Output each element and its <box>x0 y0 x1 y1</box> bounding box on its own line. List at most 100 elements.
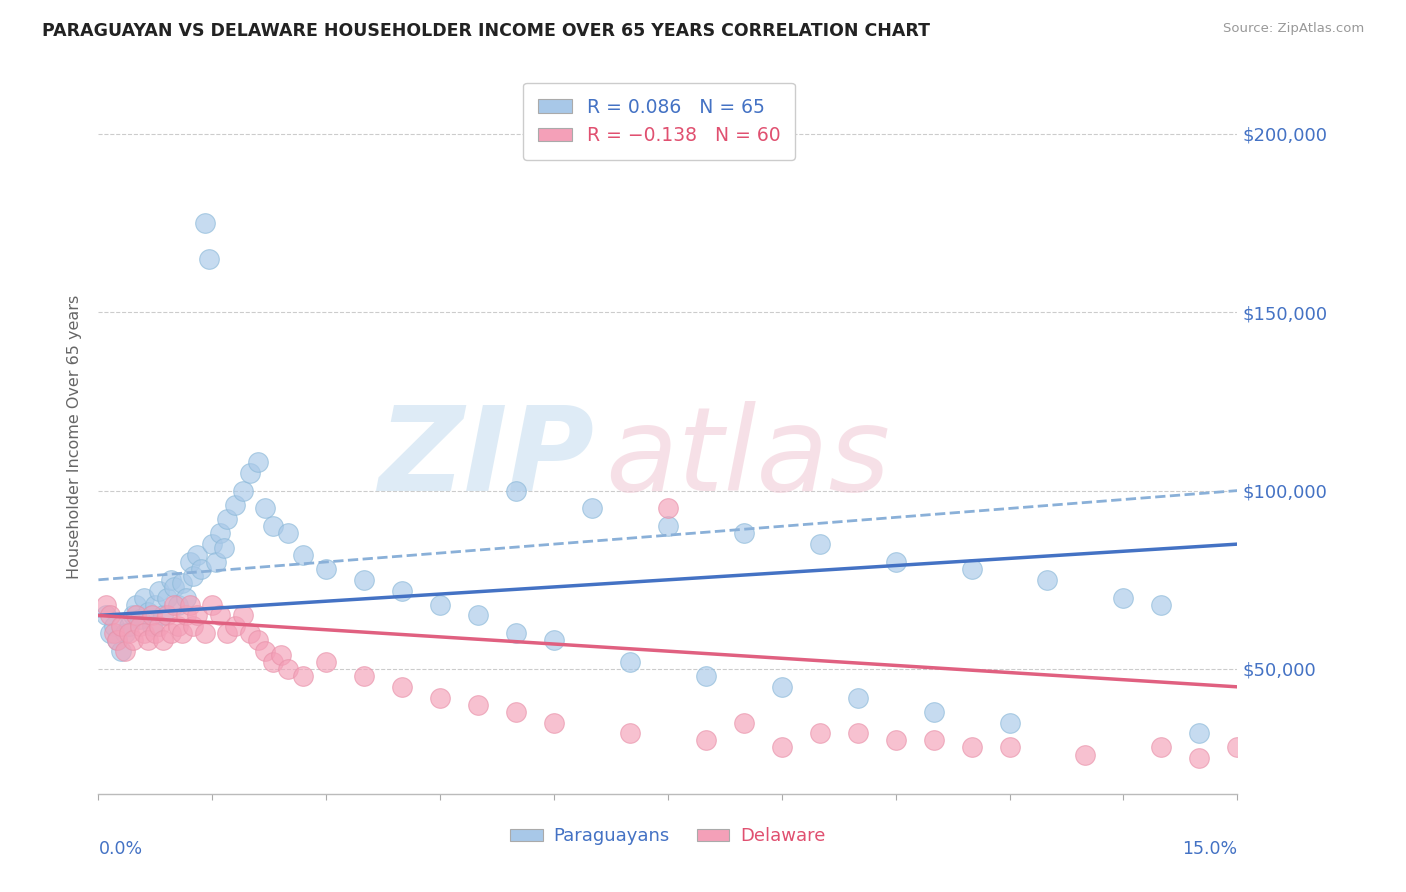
Point <box>159 573 181 587</box>
Point <box>125 598 148 612</box>
Point <box>114 644 136 658</box>
Point <box>103 626 125 640</box>
Point <box>1112 591 1135 605</box>
Text: PARAGUAYAN VS DELAWARE HOUSEHOLDER INCOME OVER 65 YEARS CORRELATION CHART: PARAGUAYAN VS DELAWARE HOUSEHOLDER INCOM… <box>42 22 931 40</box>
Point <box>239 626 262 640</box>
Point <box>619 655 641 669</box>
Point <box>1188 751 1211 765</box>
Point <box>201 598 224 612</box>
Point <box>183 569 205 583</box>
Point <box>960 740 983 755</box>
Point <box>262 655 284 669</box>
Point <box>167 619 190 633</box>
Point <box>94 608 117 623</box>
Point <box>254 644 277 658</box>
Point <box>505 483 527 498</box>
Point <box>315 655 337 669</box>
Point <box>145 598 167 612</box>
Point <box>733 715 755 730</box>
Point <box>208 608 231 623</box>
Point <box>846 726 869 740</box>
Point <box>136 633 159 648</box>
Point <box>1226 740 1249 755</box>
Point <box>239 466 262 480</box>
Point <box>107 633 129 648</box>
Point <box>190 562 212 576</box>
Point <box>205 555 228 569</box>
Point <box>110 644 132 658</box>
Point <box>107 633 129 648</box>
Point <box>174 608 197 623</box>
Point <box>114 626 136 640</box>
Point <box>224 498 246 512</box>
Point <box>170 576 193 591</box>
Point <box>201 537 224 551</box>
Point <box>619 726 641 740</box>
Point <box>1150 740 1173 755</box>
Point <box>543 715 565 730</box>
Point <box>148 583 170 598</box>
Point <box>141 608 163 623</box>
Point <box>960 562 983 576</box>
Point <box>246 455 269 469</box>
Point <box>1036 573 1059 587</box>
Point <box>232 608 254 623</box>
Text: atlas: atlas <box>605 401 890 516</box>
Point <box>152 608 174 623</box>
Point <box>998 715 1021 730</box>
Point <box>254 501 277 516</box>
Point <box>129 619 152 633</box>
Point <box>657 501 679 516</box>
Point <box>884 733 907 747</box>
Text: Source: ZipAtlas.com: Source: ZipAtlas.com <box>1223 22 1364 36</box>
Point <box>808 726 831 740</box>
Point <box>217 512 239 526</box>
Point <box>163 598 186 612</box>
Point <box>163 580 186 594</box>
Point <box>998 740 1021 755</box>
Point <box>505 626 527 640</box>
Point <box>581 501 603 516</box>
Point <box>429 598 451 612</box>
Point <box>118 619 141 633</box>
Point <box>132 591 155 605</box>
Point <box>695 733 717 747</box>
Point <box>217 626 239 640</box>
Point <box>197 252 219 266</box>
Point <box>186 608 208 623</box>
Point <box>429 690 451 705</box>
Point <box>121 608 143 623</box>
Point <box>353 573 375 587</box>
Point <box>194 626 217 640</box>
Point <box>292 548 315 562</box>
Point <box>212 541 235 555</box>
Point <box>846 690 869 705</box>
Point <box>770 740 793 755</box>
Point <box>179 598 201 612</box>
Point <box>167 598 190 612</box>
Point <box>467 698 489 712</box>
Point <box>467 608 489 623</box>
Point <box>156 591 179 605</box>
Point <box>103 619 125 633</box>
Point <box>808 537 831 551</box>
Point <box>262 519 284 533</box>
Point <box>315 562 337 576</box>
Point <box>232 483 254 498</box>
Point <box>770 680 793 694</box>
Point <box>695 669 717 683</box>
Point <box>1074 747 1097 762</box>
Point <box>159 626 181 640</box>
Point <box>121 633 143 648</box>
Y-axis label: Householder Income Over 65 years: Householder Income Over 65 years <box>67 295 83 579</box>
Point <box>657 519 679 533</box>
Point <box>505 705 527 719</box>
Point <box>543 633 565 648</box>
Point <box>145 626 167 640</box>
Text: ZIP: ZIP <box>378 401 593 516</box>
Point <box>194 216 217 230</box>
Point <box>277 526 299 541</box>
Text: 0.0%: 0.0% <box>98 840 142 858</box>
Point <box>270 648 292 662</box>
Legend: Paraguayans, Delaware: Paraguayans, Delaware <box>503 821 832 853</box>
